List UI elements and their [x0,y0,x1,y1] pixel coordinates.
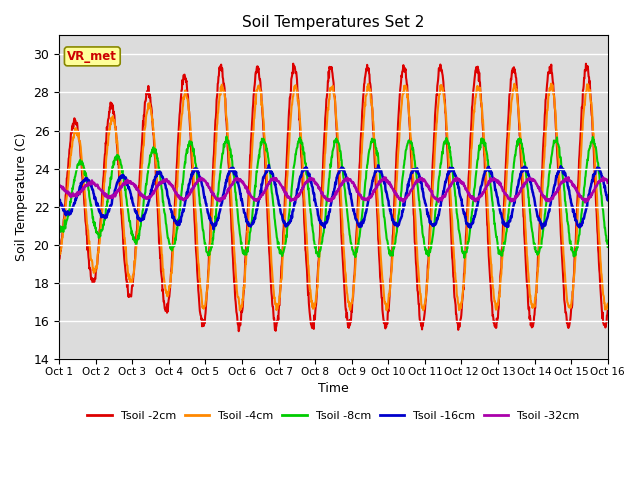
Tsoil -16cm [540,223,547,229]
Tsoil -16cm [164,193,172,199]
Tsoil -2cm [177,93,185,98]
Tsoil -2cm [235,328,243,334]
Tsoil -16cm [239,204,247,210]
Tsoil -2cm [164,309,172,314]
Tsoil -32cm [490,176,498,182]
Tsoil -2cm [55,256,63,262]
Tsoil -16cm [210,227,218,232]
Title: Soil Temperatures Set 2: Soil Temperatures Set 2 [242,15,424,30]
Tsoil -4cm [419,304,427,310]
Tsoil -8cm [540,227,547,232]
Tsoil -4cm [491,299,499,304]
Tsoil -8cm [164,235,172,241]
Tsoil -2cm [289,61,297,67]
Tsoil -32cm [419,177,426,182]
Line: Tsoil -2cm: Tsoil -2cm [59,64,608,331]
Tsoil -16cm [177,214,185,220]
Tsoil -16cm [55,196,63,202]
Tsoil -8cm [491,221,499,227]
Tsoil -4cm [547,81,555,86]
Line: Tsoil -32cm: Tsoil -32cm [59,177,608,203]
Tsoil -16cm [491,184,499,190]
Tsoil -4cm [164,289,172,295]
Tsoil -32cm [239,180,246,186]
Y-axis label: Soil Temperature (C): Soil Temperature (C) [15,133,28,262]
Tsoil -8cm [223,134,230,140]
Tsoil -32cm [539,192,547,198]
Tsoil -2cm [540,142,547,147]
Tsoil -32cm [177,195,185,201]
Tsoil -16cm [419,189,427,195]
Tsoil -2cm [491,323,499,329]
Tsoil -8cm [604,244,612,250]
X-axis label: Time: Time [318,382,349,395]
Tsoil -32cm [604,180,612,186]
Tsoil -2cm [419,319,427,324]
Tsoil -2cm [239,303,247,309]
Text: VR_met: VR_met [67,50,117,63]
Tsoil -4cm [239,297,247,303]
Tsoil -4cm [236,308,244,313]
Tsoil -8cm [177,193,185,199]
Line: Tsoil -4cm: Tsoil -4cm [59,84,608,311]
Tsoil -4cm [177,117,185,123]
Tsoil -16cm [604,197,612,203]
Tsoil -32cm [564,174,572,180]
Legend: Tsoil -2cm, Tsoil -4cm, Tsoil -8cm, Tsoil -16cm, Tsoil -32cm: Tsoil -2cm, Tsoil -4cm, Tsoil -8cm, Tsoi… [83,407,584,425]
Line: Tsoil -16cm: Tsoil -16cm [59,165,608,229]
Tsoil -16cm [265,162,273,168]
Tsoil -8cm [419,232,427,238]
Tsoil -2cm [604,308,612,313]
Tsoil -8cm [461,255,468,261]
Tsoil -32cm [581,200,589,205]
Tsoil -32cm [164,179,172,185]
Tsoil -32cm [55,182,63,188]
Tsoil -8cm [55,225,63,230]
Tsoil -8cm [239,250,247,256]
Line: Tsoil -8cm: Tsoil -8cm [59,137,608,258]
Tsoil -4cm [604,301,612,307]
Tsoil -4cm [539,177,547,182]
Tsoil -4cm [55,252,63,257]
